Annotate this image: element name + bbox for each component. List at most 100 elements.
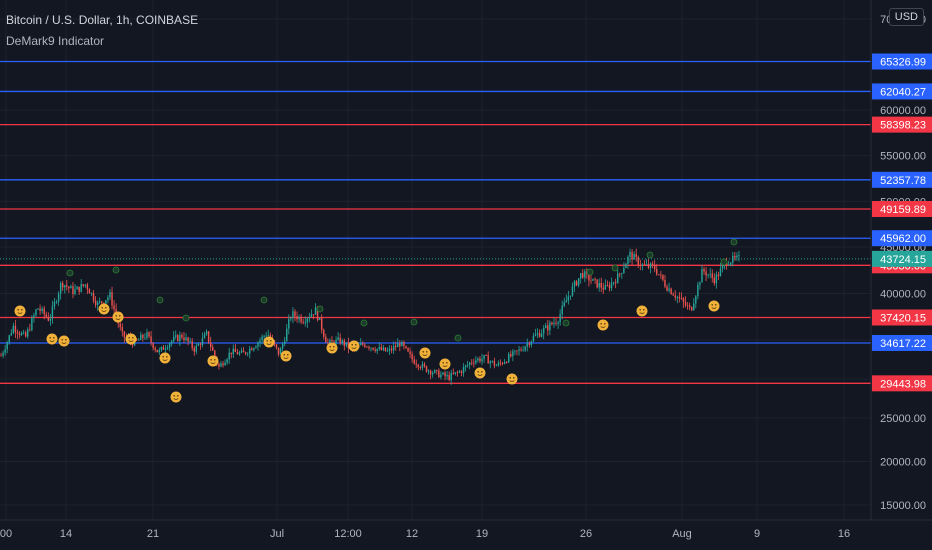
- indicator-label[interactable]: DeMark9 Indicator: [6, 34, 105, 48]
- candle-body: [522, 350, 524, 352]
- candle-body: [717, 274, 720, 277]
- candle-body: [730, 262, 732, 265]
- candle-body: [327, 342, 329, 344]
- symbol-title[interactable]: Bitcoin / U.S. Dollar, 1h, COINBASE: [6, 13, 199, 27]
- candle-body: [164, 348, 167, 350]
- candle-body: [627, 256, 629, 264]
- level-price-badge[interactable]: [872, 171, 932, 188]
- level-price-badge[interactable]: [872, 334, 932, 351]
- candle-body: [144, 337, 146, 339]
- emoji-eye: [166, 356, 168, 358]
- currency-button[interactable]: USD: [888, 8, 924, 26]
- current-price-label: 43724.15: [880, 254, 926, 266]
- candle-body: [283, 341, 286, 345]
- candle-body: [300, 316, 302, 322]
- candle-body: [715, 274, 718, 284]
- time-tick-label: 26: [580, 528, 592, 540]
- level-price-badge[interactable]: [872, 201, 932, 218]
- level-price-badge[interactable]: [872, 53, 932, 70]
- candle-body: [214, 350, 216, 358]
- emoji-eye: [639, 309, 641, 311]
- candle-body: [542, 328, 545, 334]
- candle-body: [573, 281, 576, 287]
- emoji-mouth: [17, 312, 23, 314]
- candle-body: [166, 347, 169, 349]
- candle-body: [530, 341, 533, 345]
- candle-body: [510, 354, 512, 357]
- signal-emoji-icon: [474, 367, 486, 379]
- signal-emoji-icon: [326, 342, 338, 354]
- emoji-eye: [715, 304, 717, 306]
- candle-body: [516, 350, 518, 352]
- candle-body: [218, 363, 220, 367]
- candle-body: [534, 334, 537, 336]
- candle-body: [281, 344, 284, 349]
- candle-body: [20, 333, 23, 336]
- candle-body: [113, 305, 115, 310]
- candle-body: [499, 362, 502, 364]
- signal-marker: [182, 314, 190, 322]
- candle-body: [226, 359, 228, 363]
- emoji-face: [125, 333, 137, 345]
- candle-body: [187, 337, 189, 342]
- candle-body: [672, 294, 674, 296]
- signal-emoji-icon: [98, 303, 110, 315]
- time-scale[interactable]: 00 14 21 Jul 12:00 12 19 26 Aug 9 16: [0, 519, 932, 550]
- price-tick-label: 20000.00: [880, 457, 926, 469]
- level-price-badge[interactable]: [872, 230, 932, 247]
- candle-body: [160, 346, 163, 350]
- candle-body: [376, 348, 378, 352]
- signal-marker: [562, 319, 570, 327]
- candle-body: [575, 281, 578, 286]
- candle-body: [614, 282, 617, 284]
- candle-body: [189, 341, 191, 343]
- emoji-mouth: [422, 354, 428, 356]
- candle-body: [610, 282, 613, 289]
- time-tick-label: 9: [754, 528, 760, 540]
- level-price-badge[interactable]: [872, 83, 932, 100]
- candle-body: [31, 318, 33, 331]
- candle-body: [154, 348, 156, 350]
- candle-body: [508, 354, 510, 363]
- price-scale[interactable]: 70000.0060000.0055000.0050000.0045000.00…: [870, 0, 932, 550]
- level-price-badge[interactable]: [872, 116, 932, 133]
- level-price-badge[interactable]: [872, 375, 932, 392]
- price-tick-label: 40000.00: [880, 289, 926, 301]
- candle-body: [577, 278, 580, 286]
- candle-body: [263, 336, 265, 337]
- signal-marker: [316, 305, 324, 313]
- candle-body: [434, 370, 436, 373]
- candle-body: [343, 340, 346, 346]
- candle-body: [427, 370, 430, 372]
- candle-body: [619, 273, 621, 275]
- candle-body: [688, 305, 691, 308]
- candle-body: [641, 264, 644, 266]
- emoji-eye: [351, 344, 354, 346]
- level-price-badge[interactable]: [872, 309, 932, 326]
- candle-body: [193, 347, 195, 352]
- candle-body: [440, 374, 442, 378]
- candle-body: [468, 362, 471, 365]
- candle-body: [565, 300, 568, 303]
- candle-body: [370, 347, 372, 349]
- candle-body: [302, 321, 304, 323]
- emoji-eye: [446, 362, 448, 364]
- emoji-face: [597, 319, 609, 331]
- candle-body: [296, 316, 298, 320]
- candle-body: [240, 350, 243, 353]
- emoji-face: [348, 340, 360, 352]
- candle-body: [172, 336, 175, 342]
- candle-body: [304, 322, 306, 324]
- emoji-eye: [426, 351, 428, 353]
- candle-body: [514, 350, 516, 352]
- candle-body: [623, 268, 625, 274]
- candle-body: [53, 301, 56, 307]
- current-price-badge[interactable]: [872, 250, 932, 267]
- candle-body: [606, 285, 609, 286]
- candle-body: [425, 366, 428, 372]
- candle-body: [421, 363, 424, 368]
- candle-body: [341, 340, 343, 344]
- candle-body: [49, 318, 52, 321]
- level-price-label: 37420.15: [880, 312, 926, 324]
